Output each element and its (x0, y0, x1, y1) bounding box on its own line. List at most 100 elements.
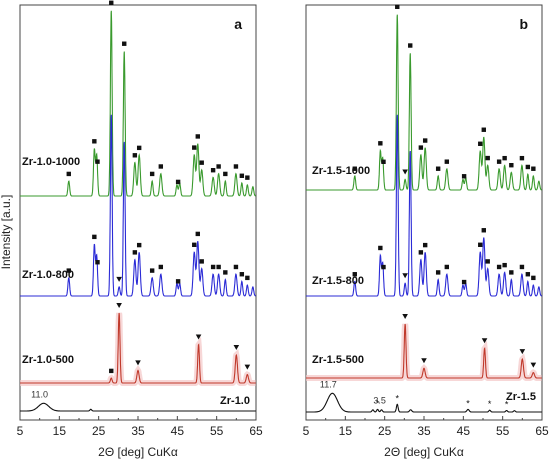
marker-square (239, 272, 245, 277)
marker-square (519, 155, 525, 161)
marker-triangle (116, 303, 122, 308)
marker-square (478, 141, 483, 146)
series-line-zr-1-5-1000 (306, 14, 542, 191)
series-label: Zr-1.5 (506, 391, 536, 403)
series-label: Zr-1.5-1000 (312, 165, 370, 177)
marker-square (461, 279, 467, 285)
marker-square (195, 134, 200, 139)
marker-square (478, 242, 483, 247)
marker-square (149, 268, 155, 273)
panels: a 5 15 25 35 45 55 65 2Θ [deg] CuKα Zr-1.0-1000 Zr… (17, 0, 549, 459)
marker-square (210, 167, 216, 173)
panel-label: a (234, 16, 242, 32)
series-label: Zr-1.0-800 (22, 269, 74, 281)
marker-square (485, 259, 490, 264)
marker-square (192, 242, 197, 248)
marker-square (132, 250, 138, 255)
marker-square (408, 43, 413, 48)
marker-asterisk: * (395, 393, 399, 403)
marker-triangle (530, 362, 537, 368)
marker-asterisk: * (505, 399, 509, 409)
marker-asterisk: * (376, 398, 380, 408)
marker-square (519, 264, 525, 270)
series-line-zr-1-5-500 (306, 323, 542, 379)
marker-triangle (116, 276, 122, 282)
marker-triangle (481, 338, 488, 344)
x-tick-label: 25 (92, 424, 106, 438)
panel-b: b 5 15 25 35 45 55 65 2Θ [deg] CuKα Zr-1.5-1000 Zr… (303, 4, 549, 459)
series-line-zr-1-0-800 (20, 114, 256, 297)
marker-square (418, 145, 424, 150)
marker-square (444, 159, 450, 164)
marker-square (531, 166, 536, 171)
marker-square (136, 145, 142, 151)
marker-square (481, 228, 486, 233)
marker-square (175, 279, 181, 284)
x-tick-label: 55 (210, 424, 224, 438)
marker-triangle (233, 345, 240, 350)
marker-square (216, 164, 221, 169)
peak-annotation: 11.7 (320, 379, 337, 389)
marker-square (509, 163, 514, 168)
x-tick-label: 65 (535, 424, 549, 438)
series-line-zr-1-0-1000 (20, 10, 256, 197)
marker-square (66, 171, 71, 177)
marker-triangle (402, 169, 408, 175)
marker-square (502, 155, 507, 161)
marker-square (233, 164, 239, 169)
marker-square (223, 270, 228, 275)
marker-square (496, 159, 502, 164)
marker-square (381, 159, 386, 164)
marker-square (199, 160, 204, 165)
marker-triangle (244, 364, 251, 370)
marker-square (109, 0, 114, 5)
marker-square (192, 145, 197, 150)
marker-square (109, 368, 114, 374)
marker-square (199, 259, 204, 264)
panel-label: b (519, 16, 528, 32)
marker-square (66, 268, 71, 273)
marker-square (245, 175, 250, 180)
series-label: Zr-1.0 (220, 395, 250, 407)
marker-square (95, 260, 100, 265)
marker-square (485, 155, 490, 161)
x-tick-label: 35 (131, 424, 145, 438)
marker-square (378, 141, 383, 146)
x-tick-label: 5 (303, 424, 310, 438)
x-tick-label: 15 (53, 424, 67, 438)
marker-square (531, 275, 536, 281)
x-axis-label: 2Θ [deg] CuKα (98, 445, 178, 459)
marker-square (381, 264, 386, 270)
marker-square (136, 242, 142, 248)
marker-square (422, 242, 428, 248)
x-tick-label: 55 (496, 424, 510, 438)
marker-square (92, 139, 97, 144)
series-label: Zr-1.0-500 (22, 354, 74, 366)
marker-square (233, 264, 239, 270)
x-tick-label: 15 (339, 424, 353, 438)
marker-square (149, 171, 155, 177)
series-line-zr-1-5 (306, 392, 542, 413)
marker-square (122, 41, 127, 46)
series-label: Zr-1.5-500 (312, 354, 364, 366)
marker-square (92, 234, 97, 240)
marker-square (502, 262, 507, 268)
marker-square (461, 174, 467, 179)
marker-square (422, 138, 428, 143)
marker-square (239, 173, 245, 178)
y-axis-label: Intensity [a.u.] (0, 195, 13, 270)
marker-square (444, 264, 450, 270)
marker-square (195, 231, 200, 237)
peak-annotation: 11.0 (31, 389, 48, 399)
marker-square (223, 171, 228, 177)
marker-asterisk: * (466, 398, 470, 408)
panel-a: a 5 15 25 35 45 55 65 2Θ [deg] CuKα Zr-1.0-1000 Zr… (17, 0, 263, 459)
marker-square (378, 245, 383, 251)
marker-triangle (519, 349, 526, 355)
marker-square (509, 270, 514, 275)
series-label: Zr-1.0-1000 (22, 156, 80, 168)
marker-square (158, 164, 164, 169)
marker-square (496, 264, 502, 270)
marker-triangle (402, 273, 408, 279)
